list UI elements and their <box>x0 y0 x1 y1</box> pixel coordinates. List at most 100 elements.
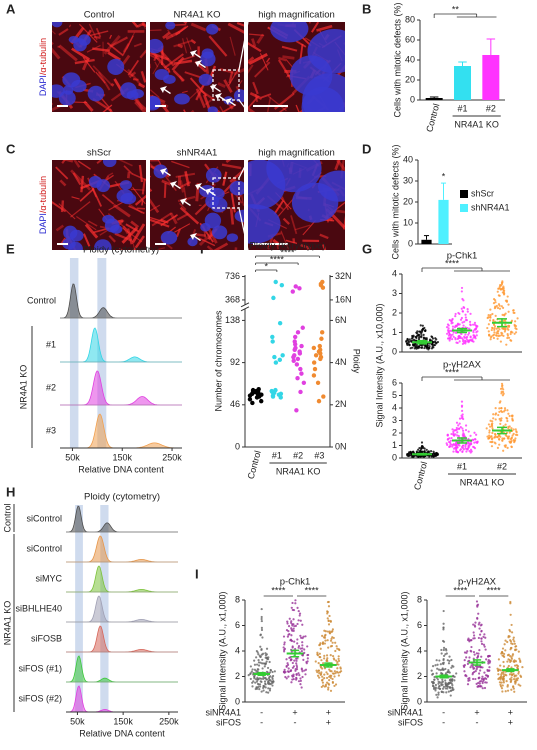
point <box>480 655 483 658</box>
point <box>410 337 413 340</box>
tubulin-fiber <box>278 106 289 112</box>
point <box>439 663 442 666</box>
point <box>442 609 445 613</box>
tubulin-fiber <box>87 220 98 227</box>
tubulin-fiber <box>267 95 287 112</box>
point <box>449 329 453 332</box>
point <box>328 614 331 618</box>
point <box>319 656 322 659</box>
point <box>517 650 520 653</box>
group-label: Control <box>2 503 12 532</box>
y-tick-label: 368 <box>225 294 240 304</box>
tubulin-fiber <box>84 223 99 239</box>
point <box>446 687 449 690</box>
point <box>319 647 322 650</box>
point <box>273 670 276 673</box>
arrow <box>195 183 206 191</box>
point <box>463 320 466 323</box>
point <box>295 668 299 671</box>
point <box>461 450 464 454</box>
point <box>480 642 484 645</box>
point <box>510 666 513 669</box>
point <box>506 640 509 644</box>
point <box>451 688 454 692</box>
point <box>259 398 264 404</box>
point <box>514 324 518 328</box>
point <box>431 342 434 346</box>
significance: * <box>264 261 268 271</box>
tubulin-fiber <box>68 24 72 28</box>
point <box>492 336 496 340</box>
point <box>460 290 463 293</box>
point <box>454 331 458 334</box>
y-tick-label: 6 <box>392 377 397 387</box>
point <box>469 666 472 669</box>
point <box>320 685 323 689</box>
point <box>417 455 420 458</box>
point <box>454 312 457 316</box>
point <box>327 605 331 608</box>
tubulin-fiber <box>206 245 214 250</box>
tubulin-fiber <box>109 34 113 39</box>
point <box>486 326 489 330</box>
tubulin-fiber <box>176 212 189 221</box>
point <box>303 669 306 672</box>
point <box>482 635 485 638</box>
point <box>498 285 501 288</box>
point <box>268 689 272 692</box>
point <box>467 333 470 336</box>
point <box>458 417 462 420</box>
point <box>279 282 285 288</box>
point <box>283 648 286 651</box>
point <box>457 311 460 315</box>
point <box>502 319 505 322</box>
point <box>295 356 301 362</box>
point <box>496 337 499 340</box>
point <box>273 279 278 285</box>
point <box>484 677 487 680</box>
point <box>481 687 484 690</box>
tubulin-fiber <box>181 38 188 54</box>
tubulin-fiber <box>150 49 169 71</box>
point <box>449 319 453 322</box>
point <box>518 657 521 660</box>
point <box>454 444 457 447</box>
point <box>488 434 491 437</box>
point <box>430 335 433 338</box>
nucleus <box>120 82 137 99</box>
tubulin-fiber <box>261 93 272 99</box>
point <box>464 428 468 432</box>
point <box>321 642 325 645</box>
point <box>321 675 324 678</box>
significance: **** <box>270 254 285 264</box>
point <box>501 327 504 330</box>
tubulin-fiber <box>221 163 242 170</box>
point <box>329 674 332 677</box>
point <box>419 324 422 327</box>
tubulin-fiber <box>227 22 244 34</box>
point <box>492 417 495 420</box>
tubulin-fiber <box>182 90 188 94</box>
point <box>267 682 270 686</box>
point <box>462 448 465 451</box>
tubulin-fiber <box>141 22 146 29</box>
y2-tick-label: 32N <box>335 271 352 281</box>
point <box>266 657 269 660</box>
point <box>507 412 510 415</box>
zoom-line <box>238 207 249 251</box>
point <box>446 670 449 674</box>
tubulin-fiber <box>123 165 133 175</box>
point <box>320 679 324 682</box>
point <box>478 682 481 685</box>
point <box>331 654 335 658</box>
x-tick-label: Control <box>412 461 429 492</box>
point <box>498 407 501 410</box>
row-label: #3 <box>46 425 56 435</box>
point <box>434 341 437 344</box>
point <box>458 427 461 430</box>
tubulin-fiber <box>140 70 146 83</box>
point <box>502 410 506 413</box>
group-label: NR4A1 KO <box>2 601 12 646</box>
nucleus <box>109 224 123 234</box>
point <box>448 655 451 658</box>
